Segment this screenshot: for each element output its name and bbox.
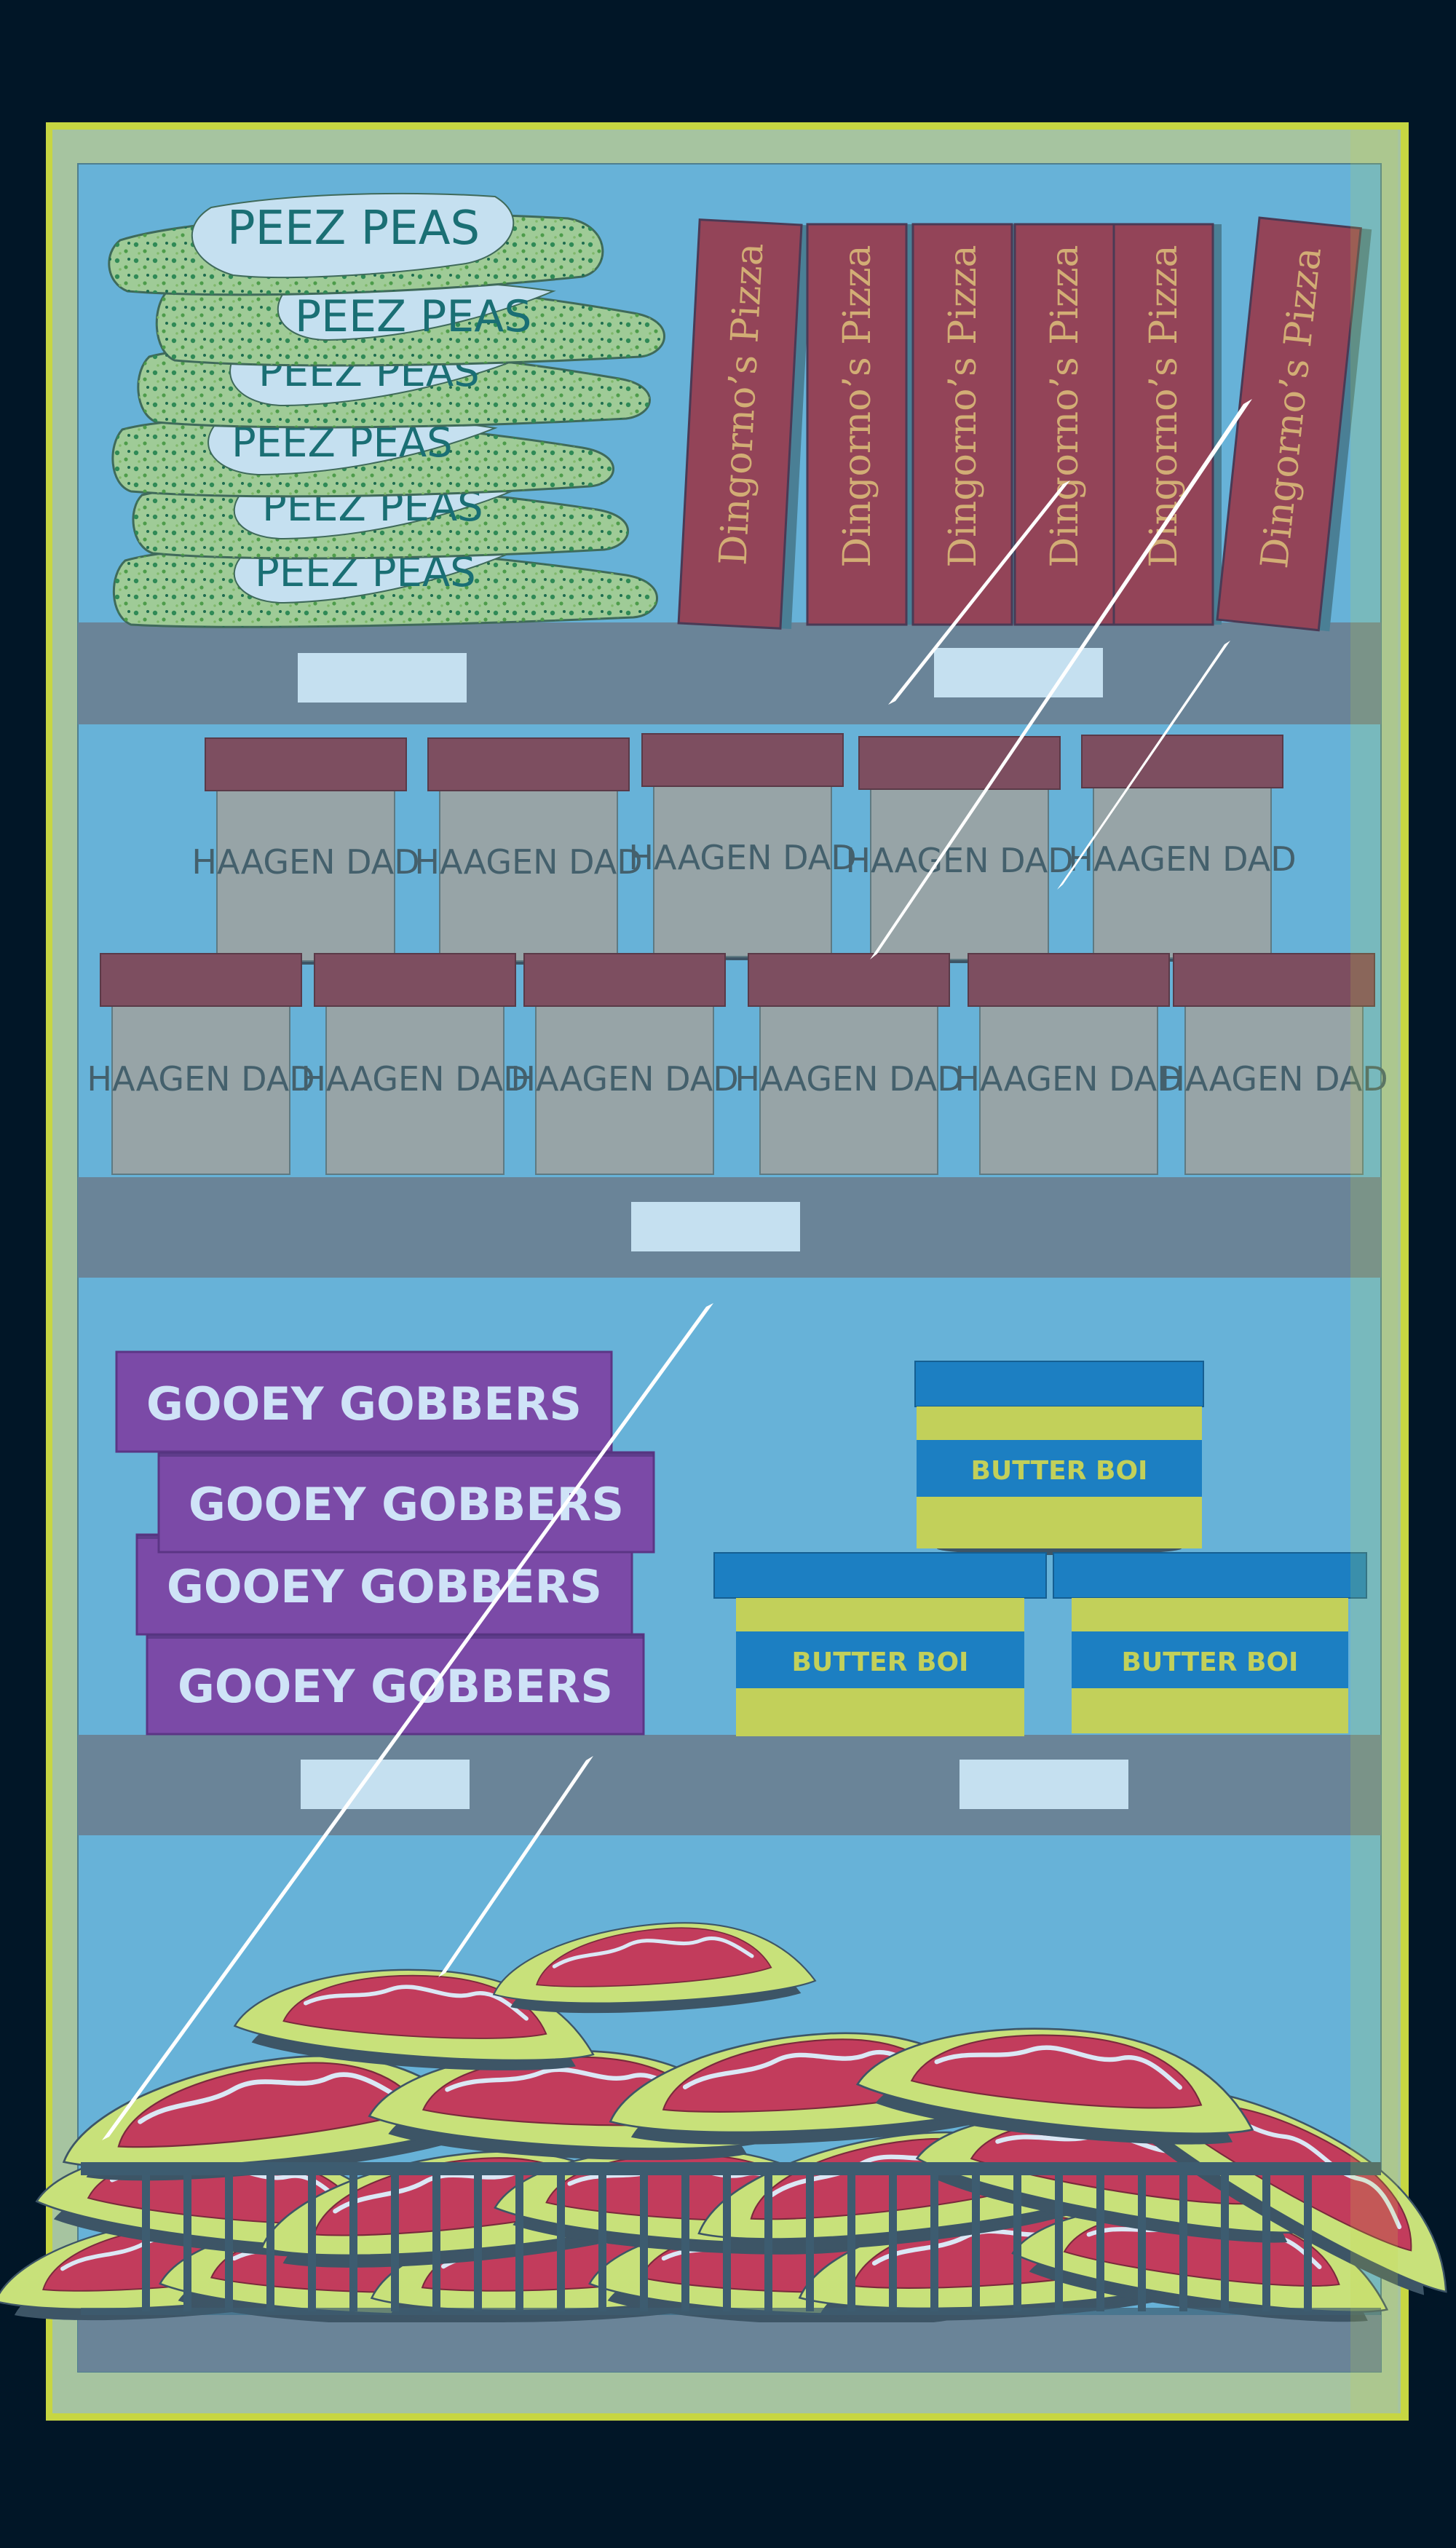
ice-cream-tub: HAAGEN DAD [845, 736, 1074, 963]
ice-cream-tub: HAAGEN DAD [954, 953, 1183, 1175]
ice-cream-tub: HAAGEN DAD [510, 953, 739, 1175]
butter-tub: BUTTER BOI [713, 1552, 1047, 1736]
pizza-box-label: Dingorno’s Pizza [1142, 245, 1186, 567]
shelf-label [301, 1760, 470, 1809]
ice-cream-tub: HAAGEN DAD [414, 737, 643, 965]
butter-tub-label: BUTTER BOI [1122, 1647, 1299, 1677]
basket-bar [681, 2169, 689, 2311]
basket-bar [308, 2169, 316, 2311]
pea-bag-label: PEEZ PEAS [227, 202, 480, 256]
basket-bar [1221, 2169, 1229, 2311]
shelf-1 [78, 622, 1381, 724]
basket-bar [930, 2169, 938, 2311]
butter-tub: BUTTER BOI [914, 1361, 1204, 1555]
basket-bar [432, 2169, 440, 2311]
basket-bar [225, 2169, 233, 2311]
pea-bag: PEEZ PEAS [111, 416, 614, 498]
butter-tub-label: BUTTER BOI [792, 1647, 969, 1677]
pizza-box: Dingorno’s Pizza [1013, 223, 1123, 626]
pizza-box-label: Dingorno’s Pizza [836, 245, 879, 567]
freezer-base [81, 2322, 1381, 2370]
tub-label: HAAGEN DAD [954, 1059, 1182, 1099]
candy-box: GOOEY GOBBERS [146, 1633, 645, 1736]
ice-cream-tub: HAAGEN DAD [191, 737, 420, 965]
candy-box: GOOEY GOBBERS [157, 1451, 655, 1554]
meat-bag [492, 1922, 817, 2014]
basket-bar [349, 2169, 357, 2311]
tub-label: HAAGEN DAD [510, 1059, 738, 1099]
tub-label: HAAGEN DAD [735, 1059, 962, 1099]
ice-cream-tub: HAAGEN DAD [735, 953, 963, 1175]
basket-bar [183, 2169, 191, 2311]
basket-bar [1179, 2169, 1187, 2311]
basket-bar [1055, 2169, 1063, 2311]
tub-label: HAAGEN DAD [1160, 1059, 1388, 1099]
pea-bag: PEEZ PEAS [108, 192, 604, 296]
ice-cream-tub: HAAGEN DAD [628, 733, 857, 960]
pizza-box: Dingorno’s Pizza [1216, 216, 1372, 632]
basket-bar [1262, 2169, 1270, 2311]
basket-bar [723, 2169, 731, 2311]
shelf-label [631, 1202, 800, 1251]
tub-label: HAAGEN DAD [87, 1059, 314, 1099]
candy-box-label: GOOEY GOBBERS [146, 1377, 582, 1431]
tub-label: HAAGEN DAD [1068, 839, 1296, 879]
basket-bar [557, 2169, 565, 2311]
pizza-box: Dingorno’s Pizza [806, 223, 915, 626]
shelf-label [960, 1760, 1128, 1809]
basket-bar [847, 2169, 855, 2311]
wire-basket [81, 2162, 1381, 2315]
butter-tub: BUTTER BOI [1053, 1552, 1367, 1733]
ice-cream-tub: HAAGEN DAD [301, 953, 529, 1175]
tub-label: HAAGEN DAD [191, 842, 419, 882]
butter-tub-label: BUTTER BOI [971, 1456, 1148, 1486]
pizza-box: Dingorno’s Pizza [911, 223, 1021, 626]
basket-bar [1096, 2169, 1104, 2311]
meat-bag [855, 2027, 1254, 2145]
pizza-box: Dingorno’s Pizza [677, 218, 812, 630]
pizza-box-label: Dingorno’s Pizza [941, 245, 985, 567]
tub-label: HAAGEN DAD [845, 841, 1073, 880]
basket-bar [889, 2169, 897, 2311]
basket-bar [142, 2169, 150, 2311]
candy-box-label: GOOEY GOBBERS [178, 1660, 613, 1713]
basket-bar [1304, 2169, 1312, 2311]
tub-label: HAAGEN DAD [301, 1059, 529, 1099]
basket-bar [598, 2169, 606, 2311]
basket-bar [640, 2169, 648, 2311]
glass-reflection [102, 399, 1252, 2140]
pea-bag-label: PEEZ PEAS [295, 291, 531, 342]
basket-bar [515, 2169, 523, 2311]
meat-bag [62, 2054, 480, 2181]
candy-box-label: GOOEY GOBBERS [167, 1560, 602, 1613]
ice-cream-tub: HAAGEN DAD [1160, 953, 1388, 1175]
basket-bar [764, 2169, 772, 2311]
basket-bar [266, 2169, 274, 2311]
candy-box: GOOEY GOBBERS [115, 1350, 613, 1453]
basket-bar [972, 2169, 980, 2311]
shelf-label [298, 653, 467, 703]
ice-cream-tub: HAAGEN DAD [1068, 735, 1297, 962]
basket-bar [391, 2169, 399, 2311]
tub-label: HAAGEN DAD [628, 838, 856, 877]
basket-bar [474, 2169, 482, 2311]
basket-bar [1013, 2169, 1021, 2311]
basket-bar [1138, 2169, 1146, 2311]
shelf-3 [78, 1735, 1381, 1835]
candy-box-label: GOOEY GOBBERS [189, 1478, 624, 1531]
pea-bag: PEEZ PEAS [155, 279, 665, 367]
pizza-box-label: Dingorno’s Pizza [1043, 245, 1087, 567]
pizza-box: Dingorno’s Pizza [1112, 223, 1222, 626]
basket-bar [806, 2169, 814, 2311]
ice-cream-tub: HAAGEN DAD [87, 953, 315, 1175]
tub-label: HAAGEN DAD [414, 842, 642, 882]
freezer-frame-edge [1350, 130, 1398, 2413]
